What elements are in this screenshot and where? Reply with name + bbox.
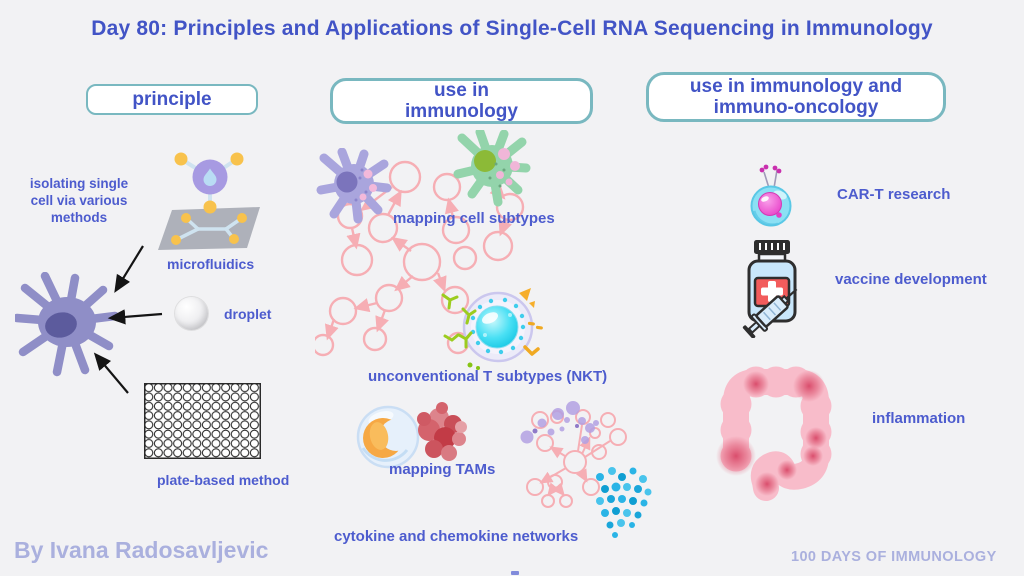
plate-based-method-label: plate-based method	[157, 472, 290, 488]
tumor-cluster-icon	[417, 402, 467, 461]
vaccine-development-label: vaccine development	[835, 271, 987, 288]
droplet-label: droplet	[224, 306, 272, 322]
vaccine-icon	[742, 240, 798, 338]
author-credit: By Ivana Radosavljevic	[14, 537, 269, 563]
cytokine-network-icon	[520, 401, 652, 538]
inflammation-label: inflammation	[872, 410, 966, 427]
nkt-cell-icon	[457, 288, 543, 370]
cart-research-label: CAR-T research	[837, 186, 951, 203]
cyan-dot-cluster	[596, 467, 652, 538]
header-oncology-line1: use in immunology and	[689, 76, 903, 97]
microfluidics-label: microfluidics	[167, 256, 255, 272]
header-principle: principle	[86, 84, 258, 115]
dendritic-cell-purple-icon	[316, 148, 392, 224]
droplet-icon	[175, 297, 208, 330]
header-immunology-line1: use in	[434, 80, 489, 101]
dendritic-cell-green-icon	[453, 130, 531, 207]
header-immunology-line2: immunology	[405, 101, 518, 122]
well-plate-icon	[144, 383, 261, 459]
colon-icon	[716, 366, 832, 501]
nkt-label: unconventional T subtypes (NKT)	[368, 368, 608, 385]
microfluidics-icon	[158, 152, 260, 250]
single-cell-icon	[15, 272, 120, 377]
header-use-in-immunology: use in immunology	[330, 78, 593, 124]
header-oncology-line2: immuno-oncology	[713, 97, 879, 118]
cytokine-networks-label: cytokine and chemokine networks	[334, 528, 579, 545]
header-principle-label: principle	[132, 89, 212, 110]
mapping-cell-subtypes-label: mapping cell subtypes	[393, 210, 555, 227]
isolating-methods-label: isolating single cell via various method…	[29, 176, 129, 225]
cart-cell-icon	[750, 164, 792, 227]
cropped-text-fragment	[511, 571, 519, 575]
macrophage-tumor-icon	[356, 402, 467, 469]
header-use-in-immuno-oncology: use in immunology and immuno-oncology	[646, 72, 946, 122]
subtype-network-icon	[315, 160, 525, 357]
series-title: 100 DAYS OF IMMUNOLOGY	[791, 549, 997, 565]
mapping-tams-label: mapping TAMs	[389, 461, 496, 478]
method-arrows	[93, 245, 163, 394]
page-title: Day 80: Principles and Applications of S…	[91, 17, 933, 40]
